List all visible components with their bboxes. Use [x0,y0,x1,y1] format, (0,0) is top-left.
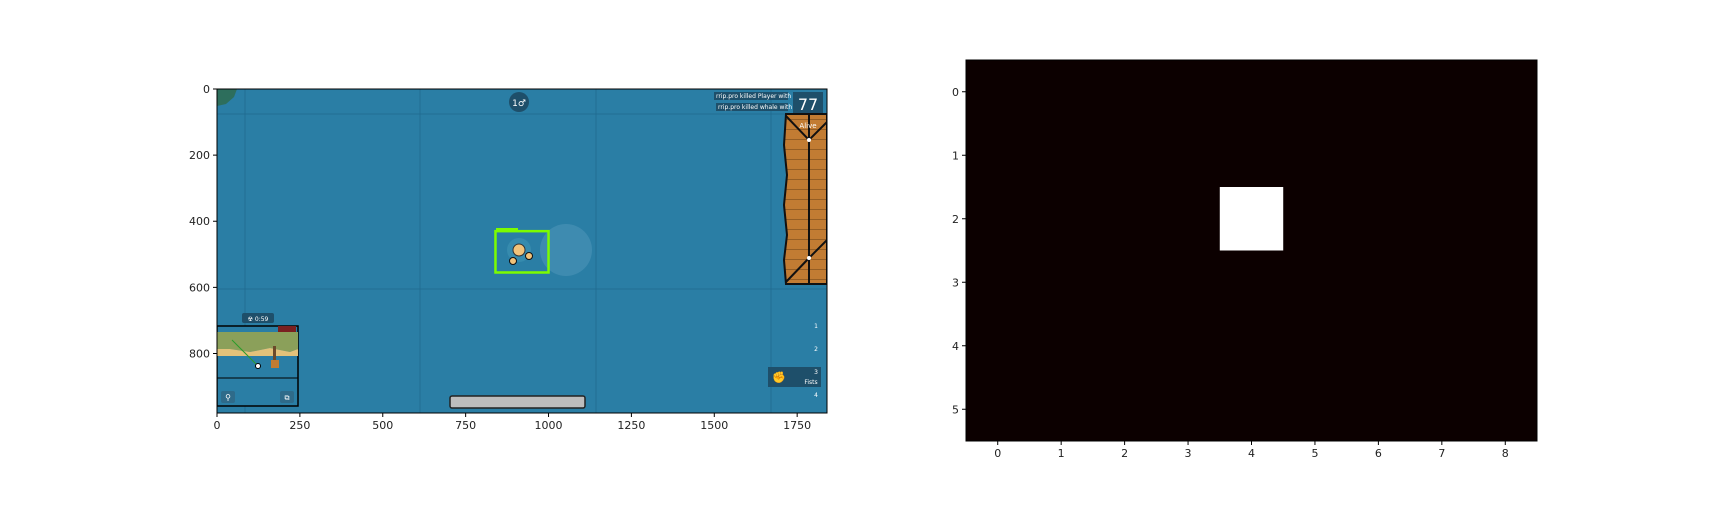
y-tick-label: 800 [189,347,210,360]
minimap-toggle-button[interactable] [280,391,294,403]
kill-feed-text: rrip.pro killed whale with ammo [718,104,813,111]
left-axes-frame [216,88,828,414]
x-tick-label: 8 [1502,447,1509,460]
world-grid-lines [217,89,827,413]
y-tick-label: 200 [189,149,210,162]
player-hand [509,257,517,265]
y-tick-label: 2 [952,213,959,226]
y-tick-label: 1 [952,149,959,162]
alive-count: 77 [798,95,818,114]
y-tick-label: 400 [189,215,210,228]
minimap-beach [217,348,298,356]
right-panel: 0 1 2 3 4 5 6 7 8 0 1 2 3 4 5 [952,59,1538,460]
gas-timer: ☢ 0:59 [248,316,269,323]
player-bounding-box [494,229,550,274]
player-hand [525,252,533,260]
kill-feed-text: rrip.pro killed Player with SMG [716,93,807,100]
minimap-player-marker [255,363,261,369]
y-tick-label: 0 [952,86,959,99]
x-tick-label: 500 [372,419,393,432]
x-tick-label: 1250 [617,419,645,432]
x-tick-label: 6 [1375,447,1382,460]
gas-timer-box [242,313,274,323]
weapon-slot-number: 4 [814,392,818,399]
minimap-structure [271,360,279,368]
x-tick-label: 1750 [783,419,811,432]
minimap-structure [273,346,276,360]
building-roof [782,113,827,285]
fist-icon: ✊ [772,371,786,384]
y-tick-label: 4 [952,340,959,353]
top-center-badge [509,92,529,112]
x-tick-label: 7 [1438,447,1445,460]
x-tick-label: 4 [1248,447,1255,460]
player-body [512,243,526,257]
x-tick-label: 2 [1121,447,1128,460]
kill-feed-row [714,92,788,100]
weapon-slot-number: 2 [814,346,818,353]
x-tick-label: 3 [1185,447,1192,460]
minimap-land [217,332,298,352]
x-tick-label: 1000 [535,419,563,432]
x-tick-label: 0 [214,419,221,432]
x-tick-label: 1500 [700,419,728,432]
y-tick-label: 3 [952,276,959,289]
y-tick-label: 600 [189,281,210,294]
building-light [807,138,811,142]
game-world: 1♂ rrip.pro killed Player with SMG rrip.… [217,89,827,413]
player-name-tag [496,228,518,231]
x-tick-label: 5 [1311,447,1318,460]
layers-icon: ⧉ [285,394,290,402]
building-light [807,256,811,260]
left-axis-ticks: 0 250 500 750 1000 1250 1500 1750 0 200 400 600 800 [189,83,811,432]
right-axis-ticks: 0 1 2 3 4 5 6 7 8 0 1 2 3 4 5 [952,86,1509,460]
minimap-building [278,326,296,332]
minimap[interactable]: ⚲ ⧉ [217,325,299,407]
weapon-slot-label: Fists [804,379,817,386]
player-shadow [540,224,592,276]
kill-feed-row [716,103,788,111]
x-tick-label: 1 [1058,447,1065,460]
weapon-slot-number: 3 [814,369,818,376]
magnifier-icon: ⚲ [225,393,231,402]
left-panel: 1♂ rrip.pro killed Player with SMG rrip.… [189,83,828,432]
weapon-slot-number: 1 [814,323,818,330]
grid-cells [1219,187,1284,251]
weapon-slot-selected[interactable] [768,367,821,387]
alive-counter-box [793,92,823,115]
minimap-path-line [231,339,259,367]
x-tick-label: 750 [455,419,476,432]
minimap-zoom-button[interactable] [221,391,235,403]
x-tick-label: 250 [289,419,310,432]
top-center-badge-label: 1♂ [512,99,526,109]
y-tick-label: 0 [203,83,210,96]
coast-land-corner [217,89,237,106]
highlight-cell [1219,187,1284,251]
x-tick-label: 0 [994,447,1001,460]
health-bar [449,395,586,409]
y-tick-label: 5 [952,403,959,416]
alive-label: Alive [799,122,816,130]
